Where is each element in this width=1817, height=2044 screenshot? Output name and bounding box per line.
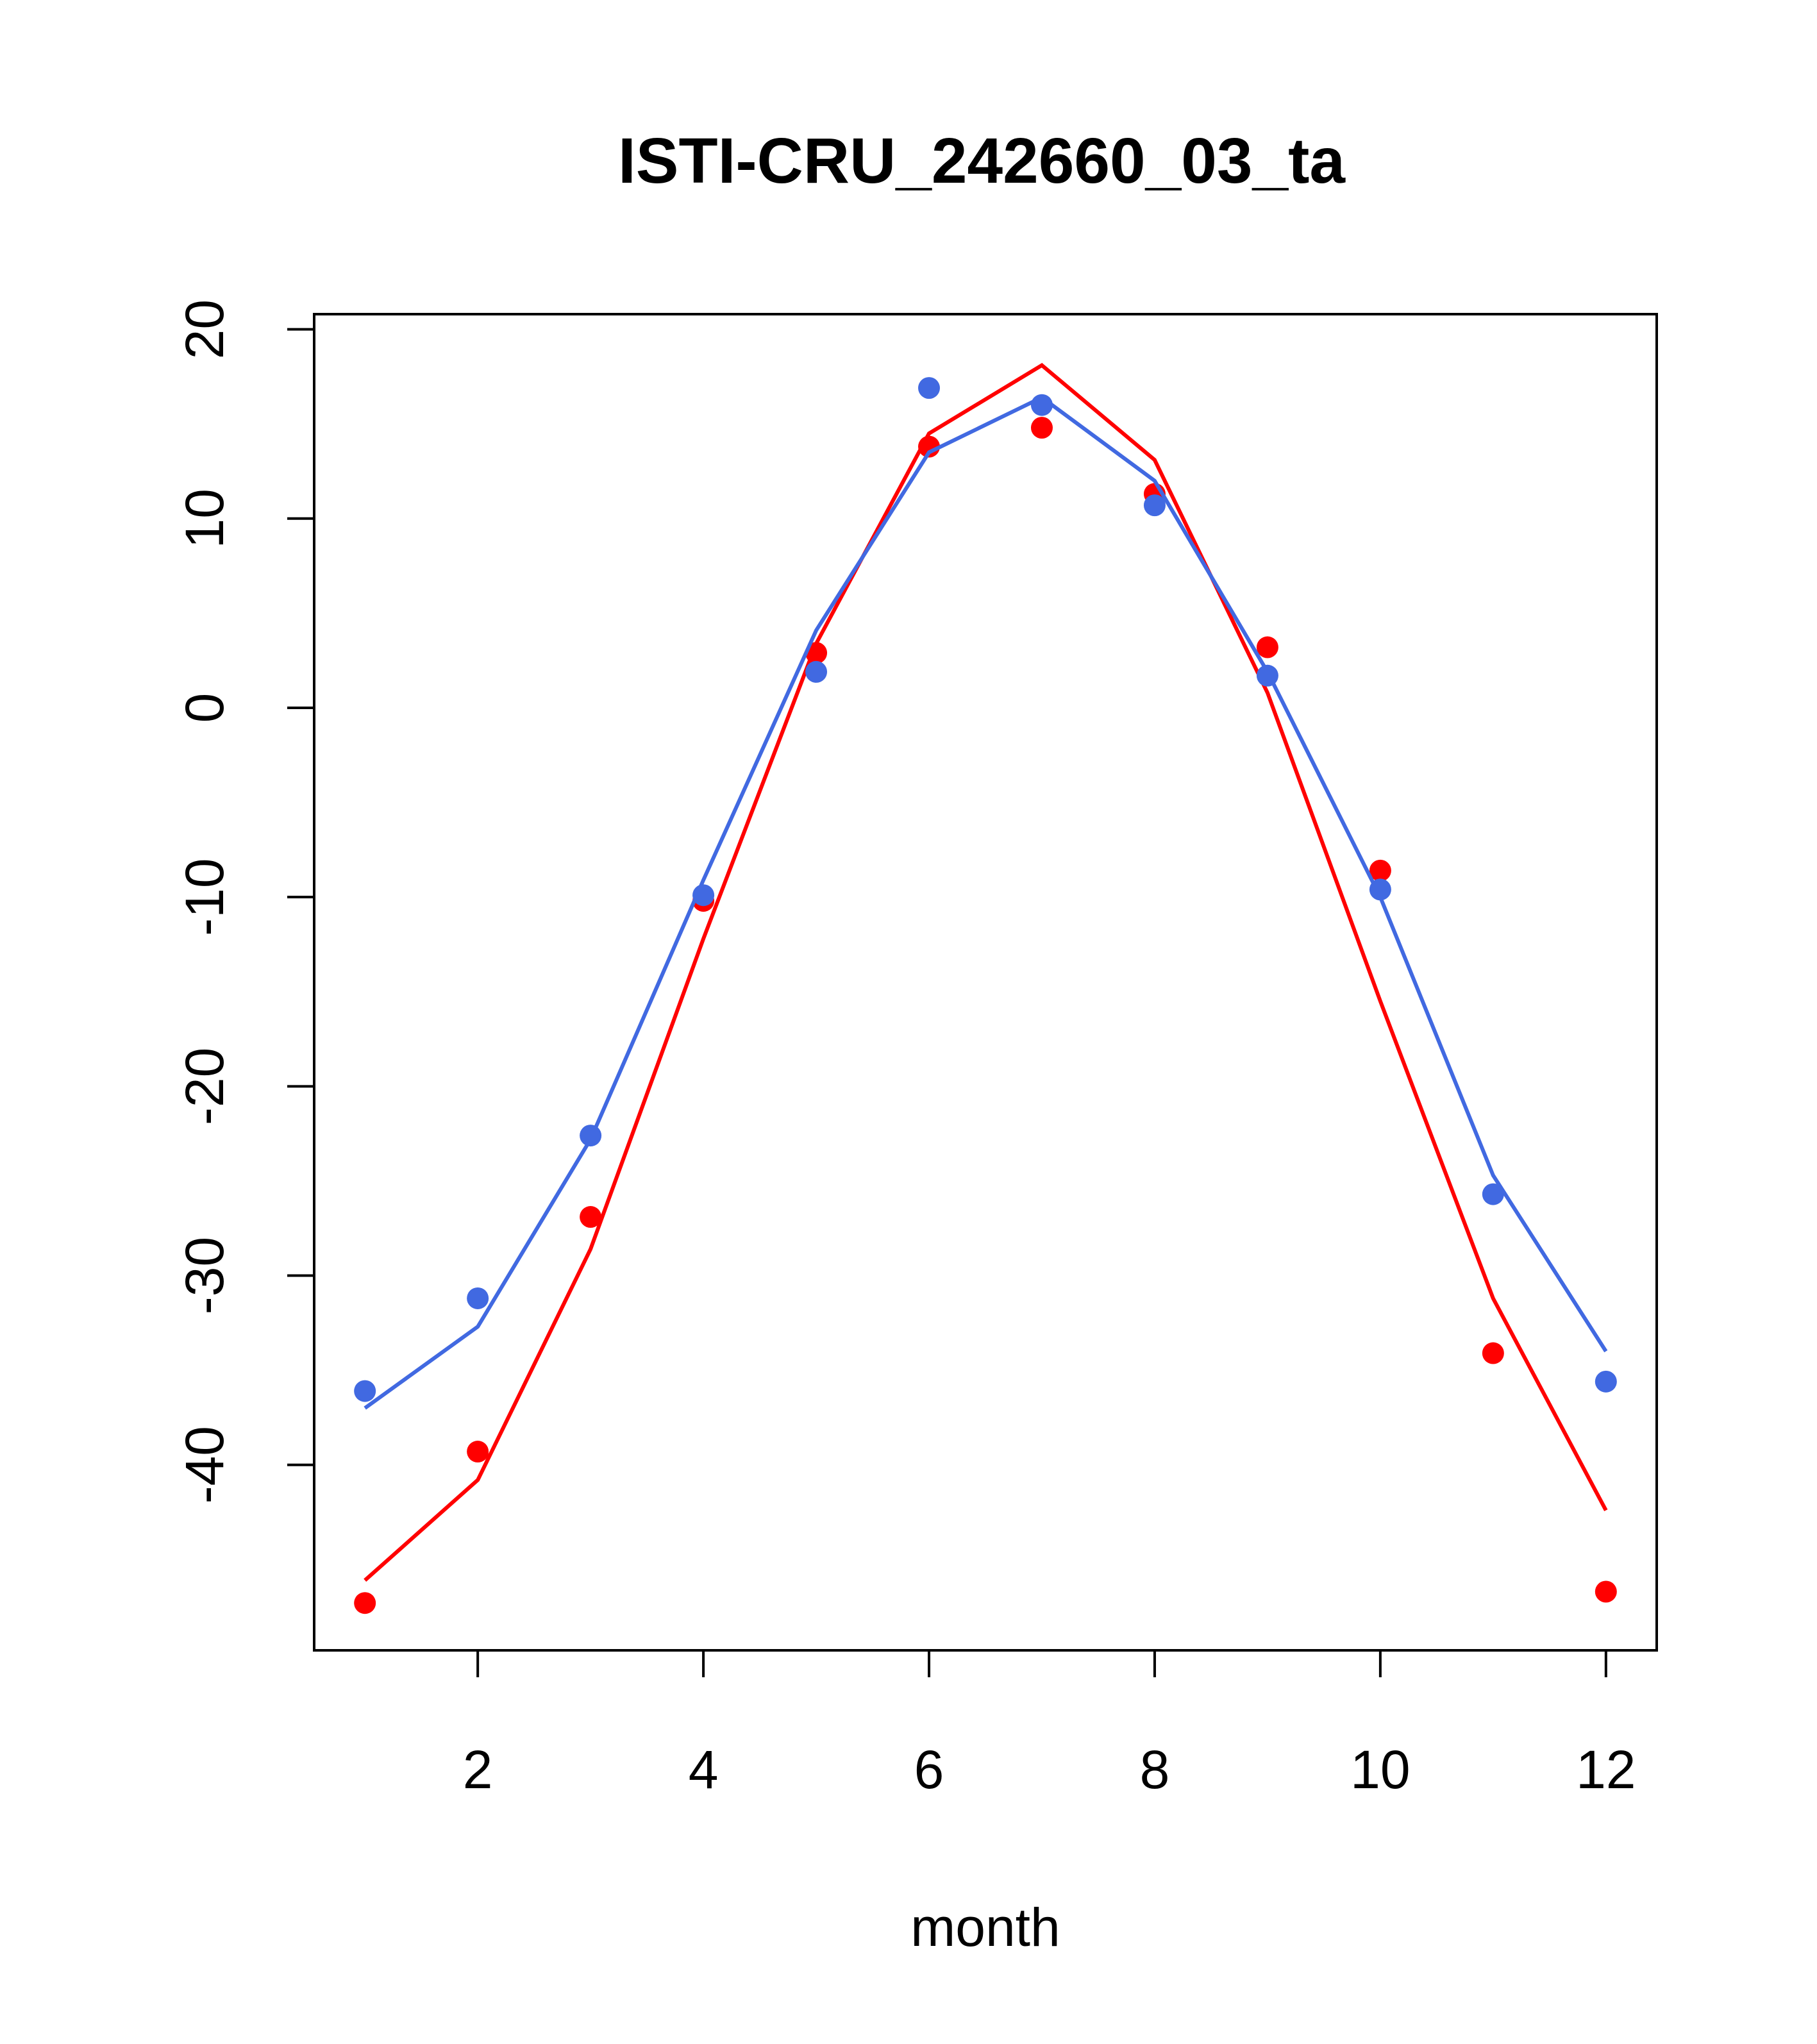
y-tick-label: -40 bbox=[174, 1426, 235, 1504]
data-point bbox=[1482, 1183, 1504, 1205]
x-tick-label: 6 bbox=[914, 1739, 944, 1800]
data-point bbox=[1030, 394, 1053, 416]
series-layer bbox=[354, 363, 1617, 1614]
x-tick-label: 8 bbox=[1140, 1739, 1170, 1800]
data-point bbox=[354, 1380, 376, 1402]
series-2 bbox=[354, 377, 1617, 1410]
data-point bbox=[1369, 859, 1391, 882]
x-tick-label: 10 bbox=[1350, 1739, 1410, 1800]
series-line bbox=[364, 395, 1608, 1410]
data-point bbox=[354, 1592, 376, 1614]
series-1 bbox=[354, 363, 1617, 1614]
x-tick-label: 12 bbox=[1576, 1739, 1636, 1800]
y-tick-label: 0 bbox=[174, 693, 235, 723]
x-tick-label: 2 bbox=[463, 1739, 493, 1800]
x-tick-label: 4 bbox=[689, 1739, 719, 1800]
y-tick-label: 20 bbox=[174, 299, 235, 359]
y-tick-label: -10 bbox=[174, 858, 235, 935]
y-tick-label: 10 bbox=[174, 489, 235, 548]
data-point bbox=[1369, 878, 1391, 901]
data-point bbox=[918, 435, 941, 458]
data-point bbox=[467, 1287, 489, 1309]
data-point bbox=[1143, 494, 1166, 517]
data-point bbox=[1030, 417, 1053, 439]
data-point bbox=[918, 377, 941, 399]
x-axis: 2 4 6 8 10 12 bbox=[463, 1649, 1636, 1800]
y-tick-label: -20 bbox=[174, 1048, 235, 1125]
data-point bbox=[805, 660, 828, 683]
series-line bbox=[364, 363, 1608, 1582]
x-axis-label: month bbox=[910, 1897, 1060, 1957]
data-point bbox=[580, 1206, 602, 1228]
y-axis: -40 -30 -20 -10 0 10 20 bbox=[174, 299, 315, 1504]
data-point bbox=[1256, 636, 1278, 658]
y-tick-label: -30 bbox=[174, 1237, 235, 1314]
data-point bbox=[467, 1441, 489, 1463]
data-point bbox=[1595, 1580, 1617, 1603]
data-point bbox=[1482, 1342, 1504, 1364]
data-point bbox=[1256, 664, 1278, 687]
plot-frame bbox=[313, 313, 1658, 1652]
chart-title: ISTI-CRU_242660_03_ta bbox=[618, 125, 1346, 197]
data-point bbox=[1595, 1370, 1617, 1393]
data-point bbox=[805, 642, 828, 664]
data-point bbox=[580, 1125, 602, 1147]
data-point bbox=[692, 884, 715, 907]
